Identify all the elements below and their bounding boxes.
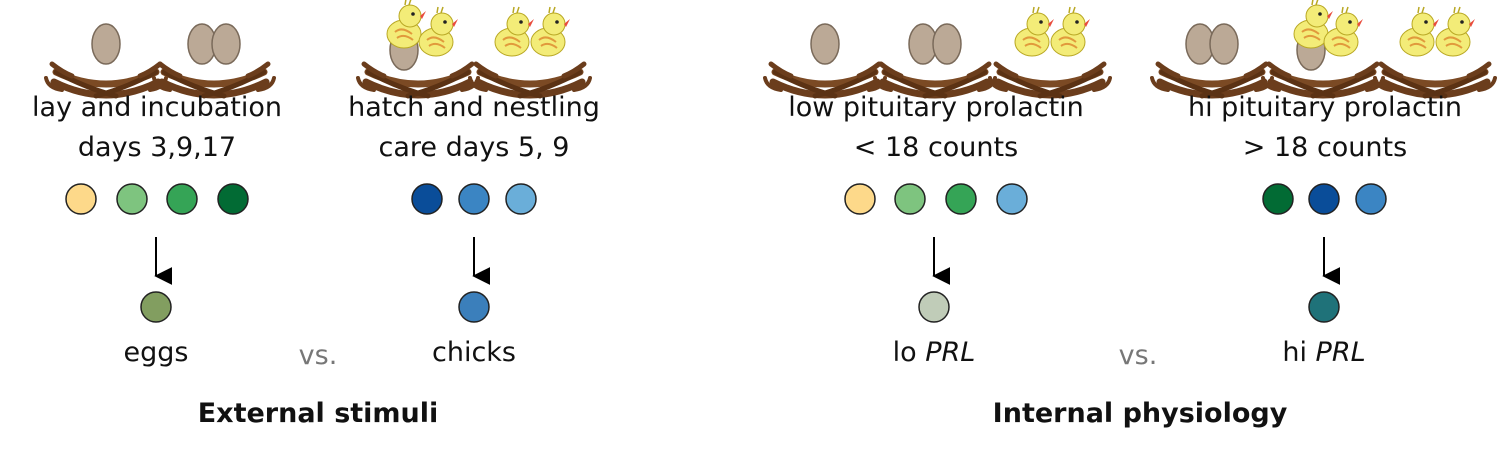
dot-result-hi-prl [1308,291,1340,323]
two-egg-nest-icon [1152,23,1272,96]
dot-incubation-3 [116,183,148,215]
dot-incubation-9 [166,183,198,215]
two-chick-nest-icon [990,6,1110,96]
dot-nestling-9 [996,183,1028,215]
group-label-lay-incubation: lay and incubation days 3,9,17 [32,92,282,163]
group-label-hatch-nestling: hatch and nestling care days 5, 9 [348,92,600,163]
dot-result-lo-prl [918,291,950,323]
two-chick-nest-icon [470,6,590,96]
dot-nestling-5 [1355,183,1387,215]
dot-incubation-17 [217,183,249,215]
result-label-eggs: eggs [123,337,189,368]
dot-hatch [1308,183,1340,215]
vs-label-internal: vs. [1118,340,1158,371]
dot-incubation-17 [1262,183,1294,215]
chick-egg-nest-icon [1263,0,1383,96]
vs-label-external: vs. [298,340,338,371]
result-label-chicks: chicks [431,337,516,368]
dot-lay [844,183,876,215]
two-egg-nest-icon [154,23,274,96]
egg-nest-icon [46,23,166,96]
chick-egg-nest-icon [358,0,478,96]
dot-result-chicks [458,291,490,323]
dot-incubation-9 [945,183,977,215]
two-chick-nest-icon [1375,6,1495,96]
egg-nest-icon [765,23,885,96]
result-label-lo-prl: lo PRL [892,337,976,368]
dot-nestling-9 [505,183,537,215]
two-egg-nest-icon [875,23,995,96]
result-label-hi-prl: hi PRL [1282,337,1366,368]
dot-hatch [411,183,443,215]
dot-incubation-3 [894,183,926,215]
group-label-low-prolactin: low pituitary prolactin < 18 counts [788,92,1084,163]
dot-result-eggs [140,291,172,323]
group-label-hi-prolactin: hi pituitary prolactin > 18 counts [1187,92,1463,163]
dot-lay [65,183,97,215]
dot-nestling-5 [458,183,490,215]
section-title-external: External stimuli [197,398,439,429]
section-title-internal: Internal physiology [992,398,1288,429]
